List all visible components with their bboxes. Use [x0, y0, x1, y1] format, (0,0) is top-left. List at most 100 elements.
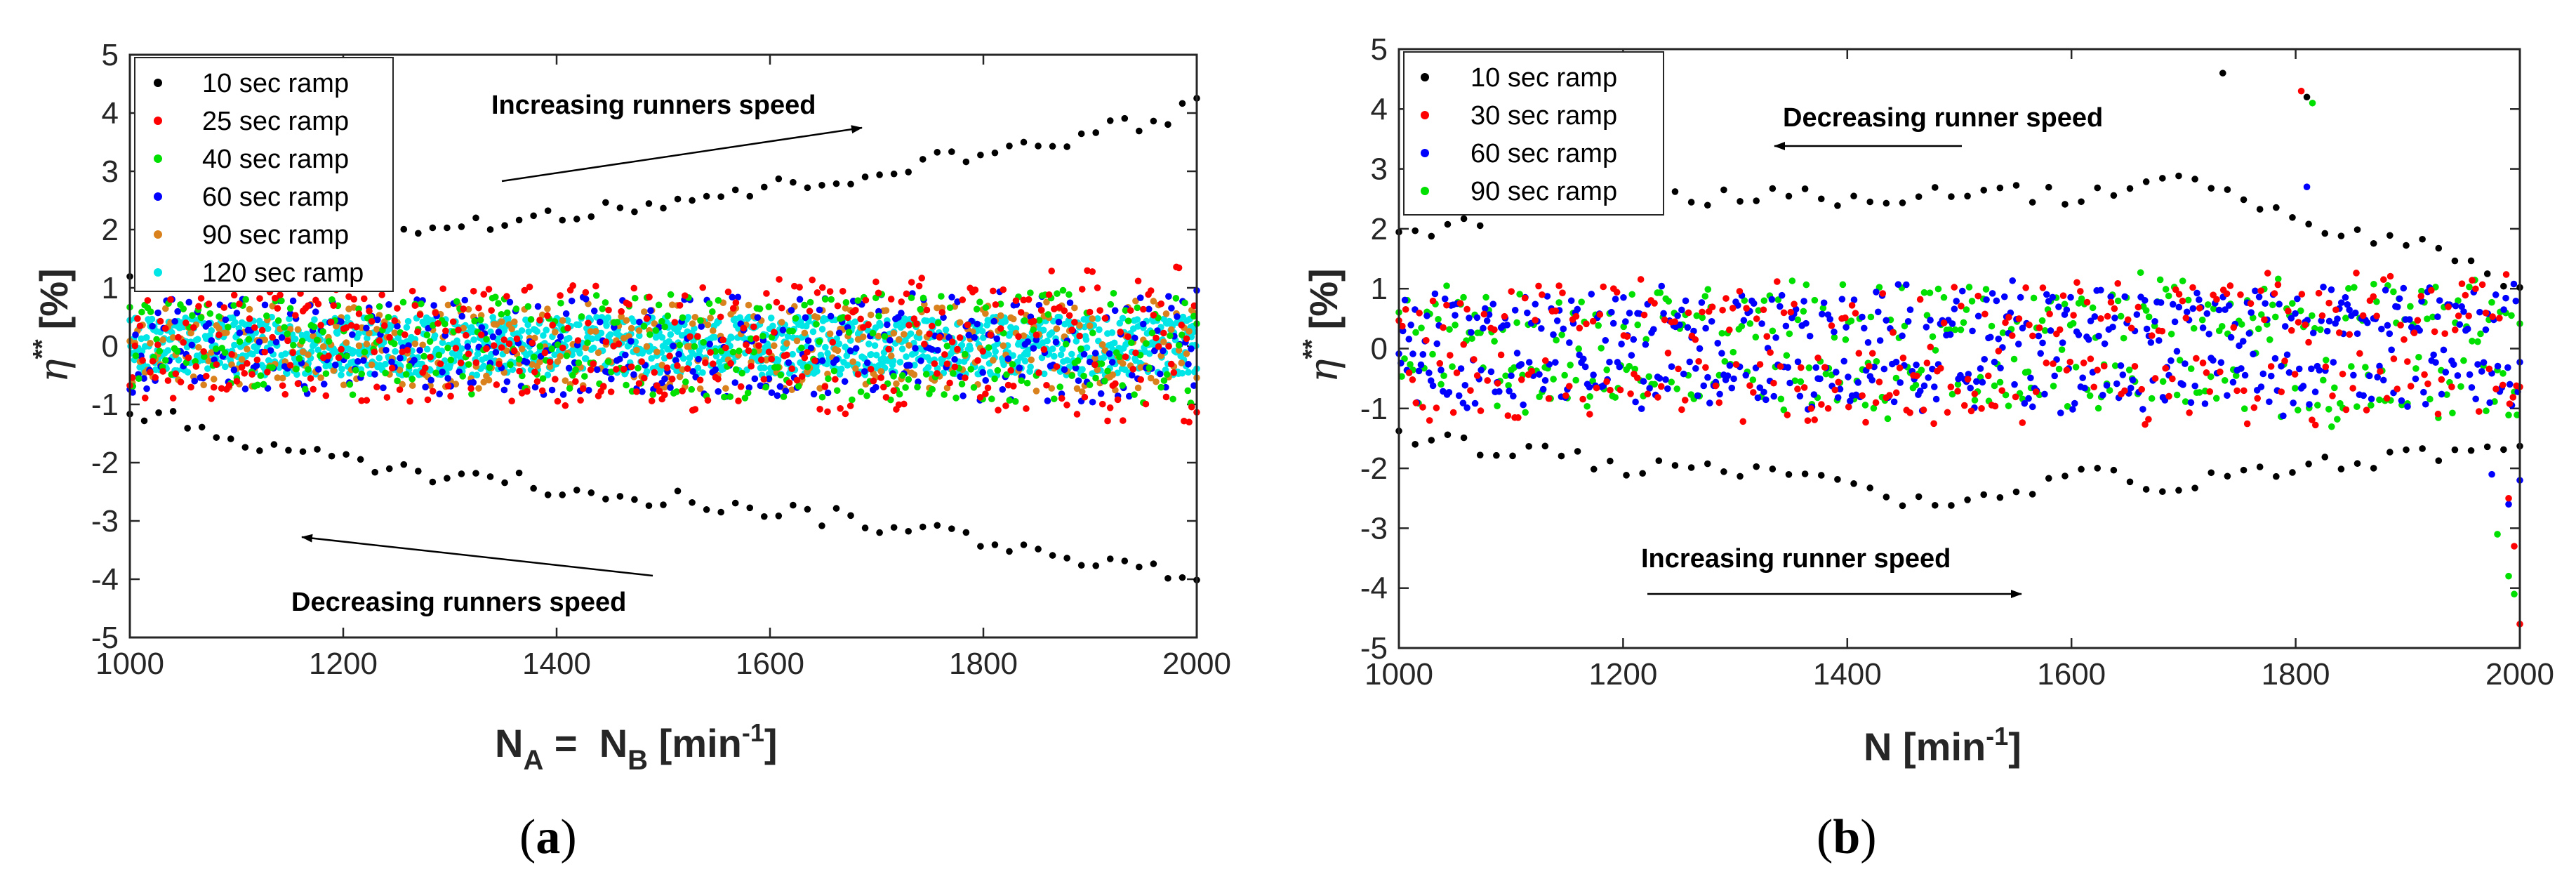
data-point — [738, 369, 746, 377]
data-point — [2298, 291, 2306, 298]
data-point — [744, 389, 752, 397]
data-point — [660, 501, 667, 508]
data-point — [1574, 448, 1581, 455]
data-point — [995, 406, 1002, 414]
data-point — [1190, 382, 1197, 390]
annotation-decreasing-a: Decreasing runners speed — [291, 588, 626, 617]
data-point — [1626, 310, 1633, 317]
data-point — [672, 357, 679, 364]
data-point — [1802, 281, 1810, 289]
data-point — [314, 300, 322, 308]
data-point — [616, 204, 624, 211]
x-tick-label: 1600 — [2037, 657, 2106, 692]
data-point — [1842, 314, 1849, 322]
data-point — [2249, 314, 2257, 322]
data-point — [676, 302, 684, 309]
data-point — [187, 329, 194, 337]
data-point — [2291, 385, 2299, 392]
data-point — [811, 357, 818, 364]
data-point — [765, 348, 773, 356]
data-point — [2010, 355, 2018, 363]
data-point — [936, 333, 943, 341]
data-point — [397, 355, 404, 362]
data-point — [2109, 323, 2116, 331]
data-point — [623, 381, 630, 389]
data-point — [319, 354, 327, 362]
data-point — [861, 173, 869, 180]
data-point — [796, 296, 804, 303]
data-point — [2212, 395, 2220, 402]
data-point — [2305, 461, 2312, 468]
data-point — [1094, 315, 1101, 322]
data-point — [246, 315, 253, 322]
data-point — [652, 333, 660, 341]
data-point — [1010, 315, 1017, 323]
data-point — [622, 351, 629, 359]
data-point — [1915, 493, 1923, 501]
data-point — [461, 296, 469, 304]
data-point — [319, 328, 327, 336]
data-point — [783, 340, 790, 348]
data-point — [1438, 366, 1445, 373]
data-point — [1119, 382, 1126, 389]
data-point — [2511, 590, 2518, 598]
data-point — [985, 344, 992, 351]
data-point — [1728, 384, 1736, 392]
data-point — [2238, 365, 2245, 372]
data-point — [366, 308, 373, 315]
data-point — [2332, 306, 2339, 314]
data-point — [737, 383, 745, 390]
data-point — [1108, 359, 1116, 366]
data-point — [1657, 383, 1665, 390]
data-point — [1640, 378, 1647, 385]
data-point — [915, 282, 923, 290]
data-point — [1057, 351, 1065, 359]
data-point — [2255, 325, 2262, 333]
data-point — [676, 341, 684, 349]
data-point — [763, 357, 770, 364]
data-point — [1497, 351, 1505, 359]
data-points-a — [126, 95, 1200, 583]
data-point — [245, 336, 253, 343]
data-point — [2386, 449, 2394, 456]
data-point — [274, 317, 282, 324]
data-point — [979, 334, 987, 341]
data-point — [2306, 401, 2313, 408]
data-point — [1664, 385, 1671, 392]
data-point — [1148, 329, 1156, 337]
data-point — [2303, 93, 2311, 101]
data-point — [523, 358, 531, 366]
data-point — [1884, 415, 1892, 423]
y-tick-label: 4 — [102, 96, 119, 131]
data-point — [368, 361, 376, 369]
data-point — [1460, 215, 1468, 223]
data-point — [2014, 340, 2022, 348]
data-point — [536, 343, 544, 350]
data-point — [1846, 397, 1854, 405]
data-point — [1871, 363, 1878, 371]
data-point — [185, 298, 193, 306]
data-point — [1137, 376, 1144, 383]
data-point — [244, 359, 251, 367]
data-point — [2189, 305, 2197, 312]
data-point — [1673, 385, 1681, 392]
data-point — [2126, 185, 2134, 192]
data-point — [538, 387, 546, 395]
data-point — [416, 347, 423, 354]
data-point — [2250, 404, 2258, 411]
data-point — [2059, 339, 2066, 346]
data-point — [1560, 325, 1567, 333]
data-point — [965, 331, 972, 339]
data-point — [2500, 446, 2507, 454]
data-point — [1539, 291, 1546, 298]
data-point — [516, 367, 523, 375]
data-point — [289, 349, 296, 357]
data-point — [684, 365, 691, 372]
data-point — [729, 293, 736, 301]
data-point — [915, 334, 923, 341]
data-point — [458, 345, 465, 352]
data-point — [2026, 321, 2033, 329]
data-point — [385, 314, 392, 321]
data-point — [1024, 338, 1032, 345]
data-point — [2500, 306, 2507, 313]
